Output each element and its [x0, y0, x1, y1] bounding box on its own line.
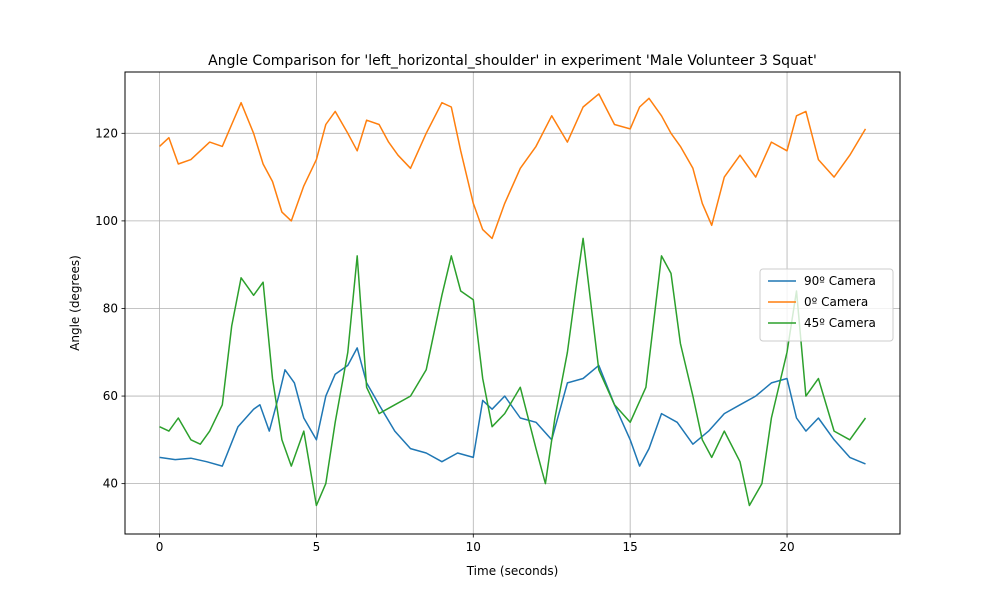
series-line-1 [158, 93, 867, 240]
y-tick-label: 100 [95, 214, 118, 228]
y-tick-label: 60 [103, 389, 118, 403]
legend: 90º Camera 0º Camera 45º Camera [759, 268, 894, 342]
y-tick-label: 120 [95, 126, 118, 140]
x-tick-label: 20 [779, 540, 794, 554]
x-axis-label: Time (seconds) [466, 564, 559, 578]
x-tick-label: 5 [313, 540, 321, 554]
x-tick-label: 15 [623, 540, 638, 554]
legend-label: 45º Camera [804, 316, 876, 330]
series-line-0 [159, 347, 866, 467]
plot-frame [124, 71, 901, 535]
x-tick-label: 10 [466, 540, 481, 554]
legend-label: 0º Camera [804, 295, 868, 309]
series-lines [158, 93, 867, 507]
legend-label: 90º Camera [804, 274, 876, 288]
series-line-2 [159, 237, 867, 507]
chart-title: Angle Comparison for 'left_horizontal_sh… [208, 53, 817, 69]
axis-ticks: 0 5 10 15 20 40 60 80 100 120 [95, 126, 795, 554]
y-tick-label: 80 [103, 301, 118, 315]
x-tick-label: 0 [156, 540, 164, 554]
y-axis-label: Angle (degrees) [68, 255, 82, 351]
y-tick-label: 40 [103, 477, 118, 491]
